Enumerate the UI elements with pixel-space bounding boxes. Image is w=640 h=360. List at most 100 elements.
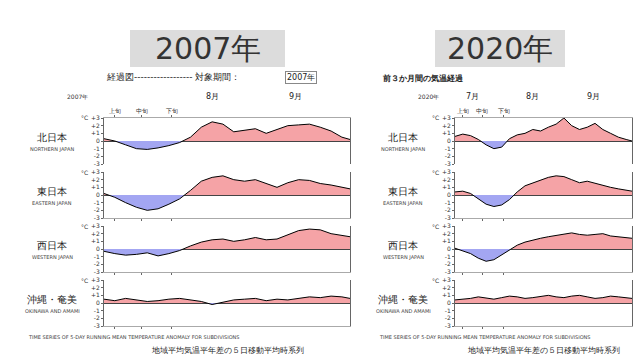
svg-text:+1: +1: [442, 183, 451, 190]
svg-text:-2: -2: [94, 152, 100, 159]
svg-text:OKINAWA AND AMAMI: OKINAWA AND AMAMI: [376, 308, 431, 314]
svg-text:中旬: 中旬: [136, 107, 148, 114]
svg-text:9月: 9月: [289, 92, 302, 101]
svg-text:+3: +3: [91, 222, 100, 229]
svg-text:-1: -1: [94, 145, 100, 152]
svg-text:-1: -1: [94, 307, 100, 314]
svg-text:+3: +3: [442, 222, 451, 229]
svg-text:北日本: 北日本: [388, 132, 418, 143]
svg-text:-3: -3: [94, 268, 100, 275]
svg-text:-1: -1: [94, 253, 100, 260]
svg-text:東日本: 東日本: [37, 186, 67, 197]
svg-text:0: 0: [96, 299, 100, 306]
svg-text:TIME SERIES OF 5-DAY RUNNING M: TIME SERIES OF 5-DAY RUNNING MEAN TEMPER…: [28, 334, 240, 340]
svg-text:WESTERN JAPAN: WESTERN JAPAN: [32, 254, 73, 260]
svg-text:°C: °C: [432, 169, 439, 176]
svg-text:0: 0: [447, 137, 451, 144]
svg-text:-1: -1: [445, 199, 451, 206]
svg-text:-1: -1: [445, 253, 451, 260]
svg-text:+2: +2: [442, 284, 451, 291]
svg-text:+2: +2: [91, 176, 100, 183]
svg-text:OKINAWA AND AMAMI: OKINAWA AND AMAMI: [25, 308, 80, 314]
svg-text:-2: -2: [94, 314, 100, 321]
svg-text:0: 0: [447, 245, 451, 252]
svg-text:+2: +2: [91, 284, 100, 291]
svg-text:+3: +3: [91, 276, 100, 283]
svg-text:TIME SERIES OF 5-DAY RUNNING M: TIME SERIES OF 5-DAY RUNNING MEAN TEMPER…: [379, 334, 591, 340]
svg-text:東日本: 東日本: [388, 186, 418, 197]
svg-text:+1: +1: [91, 183, 100, 190]
svg-text:-2: -2: [445, 260, 451, 267]
svg-text:-3: -3: [94, 214, 100, 221]
svg-text:+3: +3: [442, 168, 451, 175]
svg-text:地域平均気温平年差の５日移動平均時系列: 地域平均気温平年差の５日移動平均時系列: [467, 346, 620, 355]
svg-text:0: 0: [447, 191, 451, 198]
svg-text:2007年: 2007年: [155, 31, 261, 66]
svg-text:前３か月間の気温経過: 前３か月間の気温経過: [382, 74, 464, 83]
svg-text:+1: +1: [91, 291, 100, 298]
svg-text:-1: -1: [445, 145, 451, 152]
svg-text:経過図------------------ 対象期間：: 経過図------------------ 対象期間：: [106, 72, 240, 82]
svg-text:+1: +1: [442, 237, 451, 244]
svg-text:+2: +2: [442, 176, 451, 183]
svg-text:+2: +2: [442, 122, 451, 129]
svg-text:-3: -3: [445, 268, 451, 275]
svg-text:-2: -2: [445, 152, 451, 159]
svg-text:-3: -3: [445, 160, 451, 167]
svg-text:0: 0: [96, 245, 100, 252]
svg-text:+1: +1: [91, 129, 100, 136]
svg-text:地域平均気温平年差の５日移動平均時系列: 地域平均気温平年差の５日移動平均時系列: [151, 346, 304, 355]
svg-text:-2: -2: [445, 206, 451, 213]
svg-text:8月: 8月: [206, 92, 219, 101]
svg-text:0: 0: [447, 299, 451, 306]
svg-text:西日本: 西日本: [388, 240, 418, 251]
svg-text:WESTERN JAPAN: WESTERN JAPAN: [383, 254, 424, 260]
svg-text:2020年: 2020年: [447, 31, 553, 66]
svg-text:-2: -2: [94, 260, 100, 267]
svg-text:-2: -2: [94, 206, 100, 213]
svg-text:-3: -3: [94, 160, 100, 167]
svg-text:+3: +3: [91, 168, 100, 175]
svg-text:0: 0: [96, 191, 100, 198]
svg-text:下旬: 下旬: [498, 107, 510, 114]
svg-text:西日本: 西日本: [37, 240, 67, 251]
svg-text:0: 0: [96, 137, 100, 144]
svg-text:-3: -3: [445, 214, 451, 221]
svg-text:下旬: 下旬: [166, 107, 178, 114]
svg-text:+3: +3: [91, 114, 100, 121]
svg-text:2007年: 2007年: [67, 93, 88, 100]
svg-text:2007年: 2007年: [287, 73, 315, 82]
svg-text:-3: -3: [94, 322, 100, 329]
svg-text:NORTHERN JAPAN: NORTHERN JAPAN: [381, 146, 425, 152]
svg-text:8月: 8月: [526, 92, 539, 101]
svg-text:°C: °C: [432, 114, 439, 121]
svg-text:沖縄・奄美: 沖縄・奄美: [27, 294, 77, 305]
svg-text:°C: °C: [81, 223, 88, 230]
svg-text:+3: +3: [442, 276, 451, 283]
svg-text:+2: +2: [91, 122, 100, 129]
svg-text:°C: °C: [81, 169, 88, 176]
svg-text:北日本: 北日本: [37, 132, 67, 143]
svg-text:NORTHERN JAPAN: NORTHERN JAPAN: [30, 146, 74, 152]
svg-text:°C: °C: [432, 277, 439, 284]
svg-text:+1: +1: [91, 237, 100, 244]
svg-text:7月: 7月: [466, 92, 479, 101]
svg-text:-1: -1: [445, 307, 451, 314]
svg-text:沖縄・奄美: 沖縄・奄美: [378, 294, 428, 305]
svg-text:-1: -1: [94, 199, 100, 206]
svg-text:EASTERN JAPAN: EASTERN JAPAN: [383, 200, 423, 206]
svg-text:+3: +3: [442, 114, 451, 121]
svg-text:°C: °C: [81, 114, 88, 121]
svg-text:2020年: 2020年: [418, 93, 439, 100]
svg-text:+1: +1: [442, 291, 451, 298]
svg-text:上旬: 上旬: [457, 107, 469, 114]
svg-text:°C: °C: [81, 277, 88, 284]
svg-text:中旬: 中旬: [476, 107, 488, 114]
svg-text:-2: -2: [445, 314, 451, 321]
svg-text:EASTERN JAPAN: EASTERN JAPAN: [32, 200, 72, 206]
svg-text:-3: -3: [445, 322, 451, 329]
svg-text:+2: +2: [442, 230, 451, 237]
svg-text:9月: 9月: [587, 92, 600, 101]
svg-text:+2: +2: [91, 230, 100, 237]
svg-text:+1: +1: [442, 129, 451, 136]
